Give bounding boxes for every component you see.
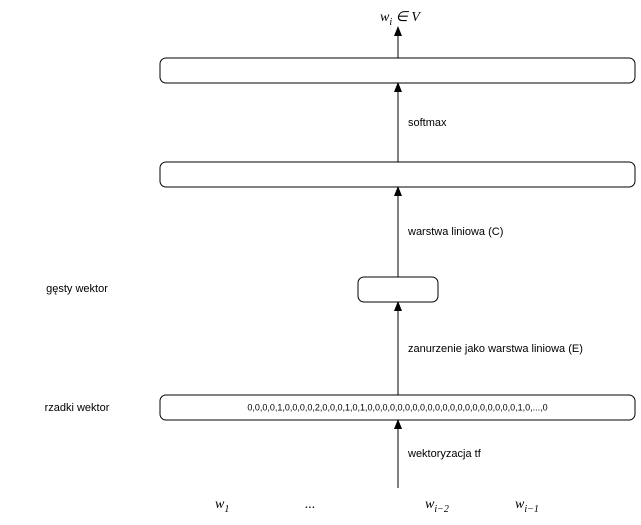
label-sparse_vector: rzadki wektor [45,402,110,414]
sparse_box-content: 0,0,0,0,1,0,0,0,0,2,0,0,0,1,0,1,0,0,0,0,… [247,403,547,413]
dense_box [358,277,438,302]
label-vectorization: wektoryzacja tf [407,448,482,460]
input-token: ... [305,497,316,512]
mid_box [160,162,635,187]
label-embedding: zanurzenie jako warstwa liniowa (E) [408,343,583,355]
input-token: w1 [215,497,229,515]
output-math: wi ∈ V [380,10,421,28]
input-token: wi−2 [425,497,449,515]
top_box [160,58,635,83]
label-softmax: softmax [408,117,447,129]
label-dense_vector: gęsty wektor [46,283,108,295]
input-token: wi−1 [515,497,539,515]
label-linear_layer: warstwa liniowa (C) [407,226,503,238]
